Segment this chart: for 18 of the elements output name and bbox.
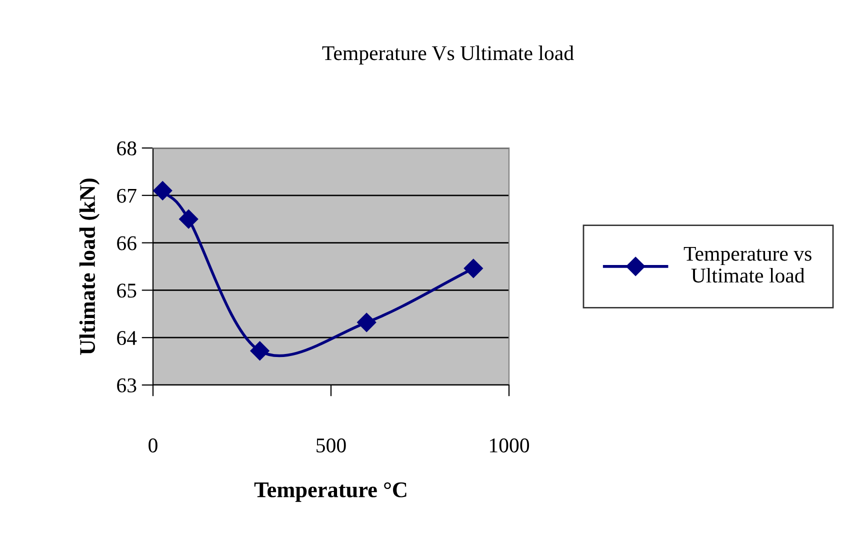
x-axis-title: Temperature °C: [254, 482, 406, 502]
point: [250, 341, 270, 360]
y-axis-title: Ultimate load (kN): [79, 178, 100, 355]
y-tick-label: 64: [117, 331, 137, 346]
point: [357, 312, 376, 332]
x-tick-label: 0: [148, 438, 158, 452]
point: [464, 258, 483, 278]
y-tick-label: 68: [117, 141, 136, 156]
point: [179, 210, 198, 229]
y-tick-label: 63: [117, 378, 136, 392]
y-tick-label: 66: [117, 236, 136, 250]
chart-title: Temperature Vs Ultimate load: [322, 46, 574, 64]
y-tick-label: 67: [117, 188, 136, 203]
x-tick-label: 500: [316, 438, 346, 452]
x-tick-label: 1000: [490, 438, 530, 452]
point: [153, 181, 172, 200]
legend-label: Temperature vs Ultimate load: [684, 246, 812, 283]
y-tick-label: 65: [117, 284, 136, 298]
